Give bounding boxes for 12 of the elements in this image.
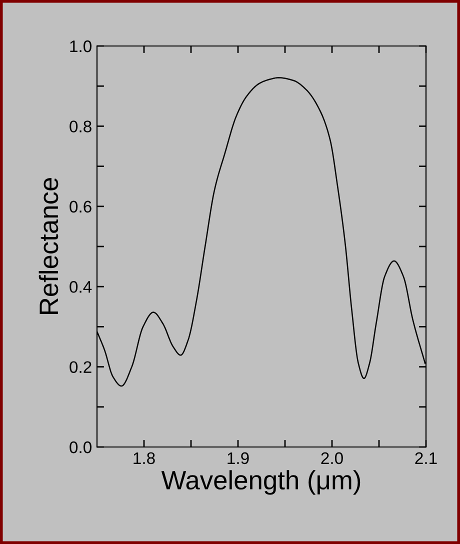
x-tick-label: 1.9 [228, 452, 249, 464]
x-axis-title: Wavelength (μm) [161, 470, 360, 495]
y-tick-label: 0.4 [70, 281, 92, 293]
y-tick-label: 1.0 [70, 40, 92, 52]
y-tick-label: 0.6 [70, 200, 92, 213]
x-tick-label: 1.8 [134, 452, 155, 464]
x-tick-label: 2.0 [321, 452, 343, 464]
y-tick-label: 0.2 [70, 361, 92, 374]
y-axis-title: Reflectance [38, 178, 58, 314]
y-tick-label: 0.0 [70, 441, 92, 454]
x-tick-label: 2.1 [415, 452, 437, 464]
y-tick-label: 0.8 [70, 120, 92, 132]
